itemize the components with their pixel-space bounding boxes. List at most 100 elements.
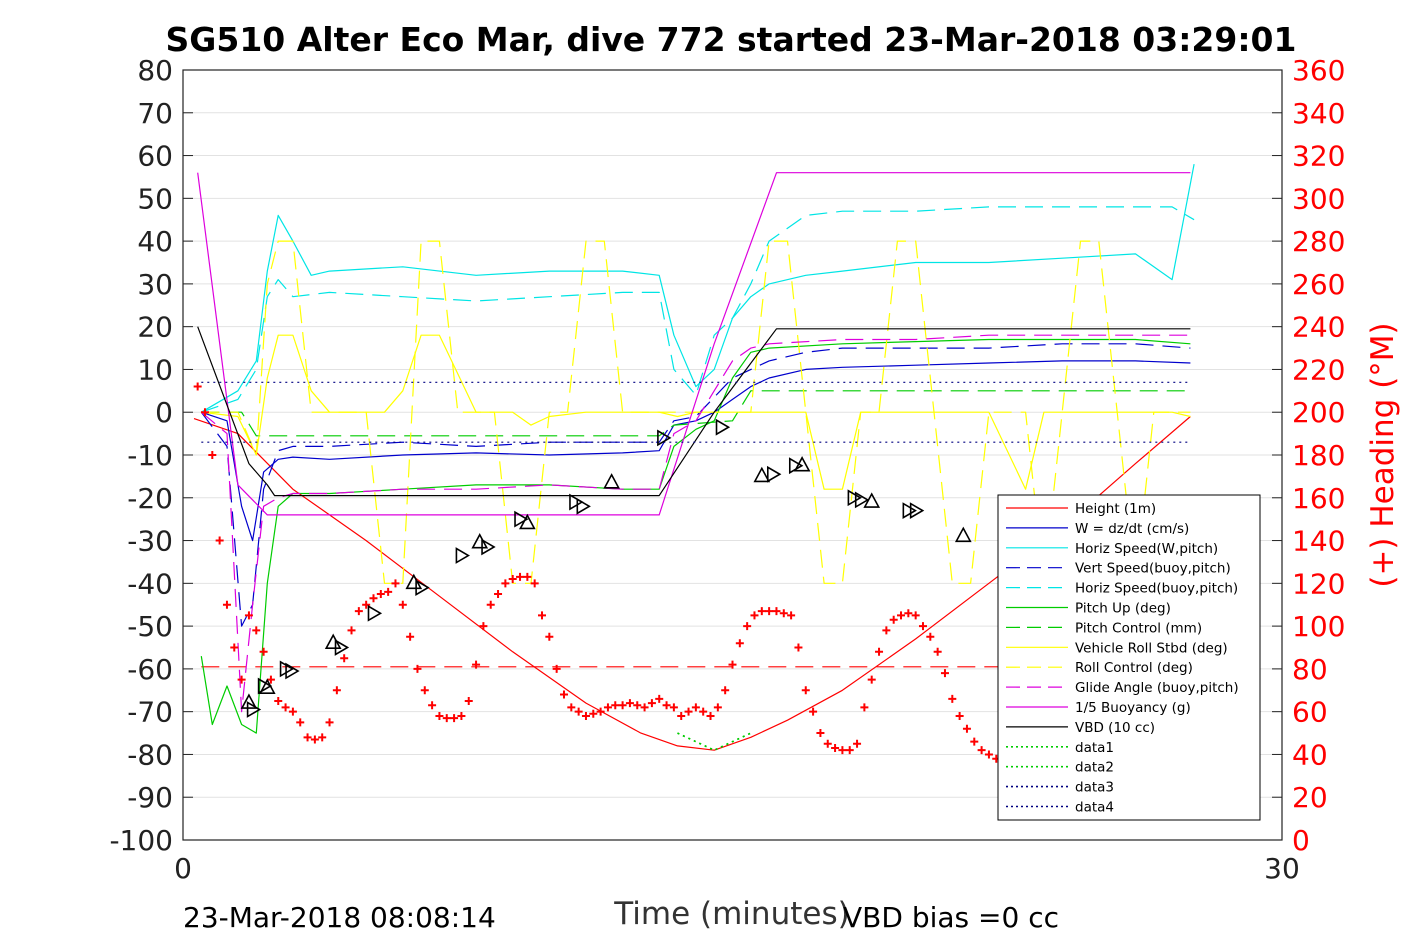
chart-title: SG510 Alter Eco Mar, dive 772 started 23… <box>166 20 1297 59</box>
heading-point <box>948 694 957 703</box>
series-line-glide-angle-buoy-pitch <box>200 334 1191 713</box>
right-tick-label: 140 <box>1292 525 1345 558</box>
heading-point <box>809 707 818 716</box>
right-tick-label: 200 <box>1292 396 1345 429</box>
heading-point <box>633 701 642 710</box>
right-tick-label: 120 <box>1292 567 1345 600</box>
heading-point <box>596 707 605 716</box>
legend-label: 1/5 Buoyancy (g) <box>1075 700 1191 716</box>
heading-point <box>677 711 686 720</box>
right-tick-label: 220 <box>1292 353 1345 386</box>
heading-point <box>516 572 525 581</box>
legend-label: Roll Control (deg) <box>1075 660 1193 676</box>
heading-point <box>867 675 876 684</box>
footer-timestamp: 23-Mar-2018 08:08:14 <box>183 901 496 934</box>
heading-point <box>655 694 664 703</box>
heading-point <box>464 696 473 705</box>
heading-point <box>984 750 993 759</box>
left-tick-label: -80 <box>127 738 173 771</box>
right-tick-label: 180 <box>1292 439 1345 472</box>
heading-point <box>281 703 290 712</box>
left-tick-label: 10 <box>137 353 173 386</box>
heading-point <box>259 647 268 656</box>
heading-point <box>523 572 532 581</box>
left-tick-label: -30 <box>127 525 173 558</box>
heading-point <box>970 737 979 746</box>
heading-point <box>721 686 730 695</box>
heading-point <box>977 746 986 755</box>
series-line-vehicle-roll-stbd-deg <box>201 334 1191 490</box>
heading-point <box>918 622 927 631</box>
triangle-marker <box>954 526 972 543</box>
heading-point <box>647 699 656 708</box>
left-tick-label: -40 <box>127 567 173 600</box>
heading-point <box>274 696 283 705</box>
triangle-marker <box>481 538 496 556</box>
heading-point <box>926 632 935 641</box>
triangle-marker <box>519 513 536 530</box>
legend-label: Horiz Speed(W,pitch) <box>1075 541 1218 557</box>
right-tick-label: 320 <box>1292 140 1345 173</box>
left-tick-label: -60 <box>127 653 173 686</box>
left-tick-label: -50 <box>127 610 173 643</box>
heading-point <box>589 709 598 718</box>
right-tick-label: 40 <box>1292 738 1328 771</box>
right-tick-label: 160 <box>1292 482 1345 515</box>
heading-point <box>237 675 246 684</box>
left-tick-label: -20 <box>127 482 173 515</box>
x-tick-label: 0 <box>174 852 192 885</box>
heading-point <box>545 632 554 641</box>
triangle-marker <box>240 693 258 709</box>
heading-point <box>662 701 671 710</box>
heading-point <box>420 686 429 695</box>
heading-point <box>772 607 781 616</box>
right-tick-label: 100 <box>1292 610 1345 643</box>
triangle-marker <box>909 502 925 520</box>
heading-point <box>559 690 568 699</box>
heading-point <box>765 607 774 616</box>
heading-point <box>713 703 722 712</box>
heading-points <box>194 383 1089 793</box>
heading-point <box>955 711 964 720</box>
heading-point <box>325 718 334 727</box>
heading-point <box>398 600 407 609</box>
right-tick-label: 20 <box>1292 781 1328 814</box>
series-line-w-dz-dt-cm-s <box>201 360 1191 542</box>
right-axis-label: (+) Heading (°M) <box>1365 322 1401 587</box>
heading-point <box>611 701 620 710</box>
heading-point <box>200 408 209 417</box>
legend-box <box>997 494 1261 821</box>
heading-point <box>962 724 971 733</box>
heading-point <box>406 632 415 641</box>
heading-point <box>530 579 539 588</box>
heading-point <box>508 575 517 584</box>
heading-point <box>252 626 261 635</box>
heading-point <box>581 711 590 720</box>
heading-point <box>735 639 744 648</box>
left-tick-label: -70 <box>127 696 173 729</box>
heading-point <box>831 744 840 753</box>
heading-point <box>933 647 942 656</box>
legend: Height (1m) W = dz/dt (cm/s) Horiz Speed(W… <box>997 494 1261 821</box>
heading-point <box>816 729 825 738</box>
left-tick-label: 70 <box>137 97 173 130</box>
heading-point <box>340 654 349 663</box>
right-tick-label: 260 <box>1292 268 1345 301</box>
heading-point <box>669 703 678 712</box>
heading-point <box>552 664 561 673</box>
heading-point <box>457 711 466 720</box>
heading-point <box>911 611 920 620</box>
triangle-marker <box>715 418 731 436</box>
heading-point <box>310 735 319 744</box>
legend-label: W = dz/dt (cm/s) <box>1075 521 1189 537</box>
series-line-1-5-buoyancy-g <box>197 172 1191 516</box>
heading-point <box>501 579 510 588</box>
triangle-marker <box>576 497 591 515</box>
triangle-marker <box>415 579 430 597</box>
heading-point <box>288 707 297 716</box>
legend-label: Glide Angle (buoy,pitch) <box>1075 680 1239 696</box>
heading-point <box>750 611 759 620</box>
legend-label: data1 <box>1075 740 1114 756</box>
legend-label: data2 <box>1075 760 1114 776</box>
triangle-marker <box>793 456 811 472</box>
